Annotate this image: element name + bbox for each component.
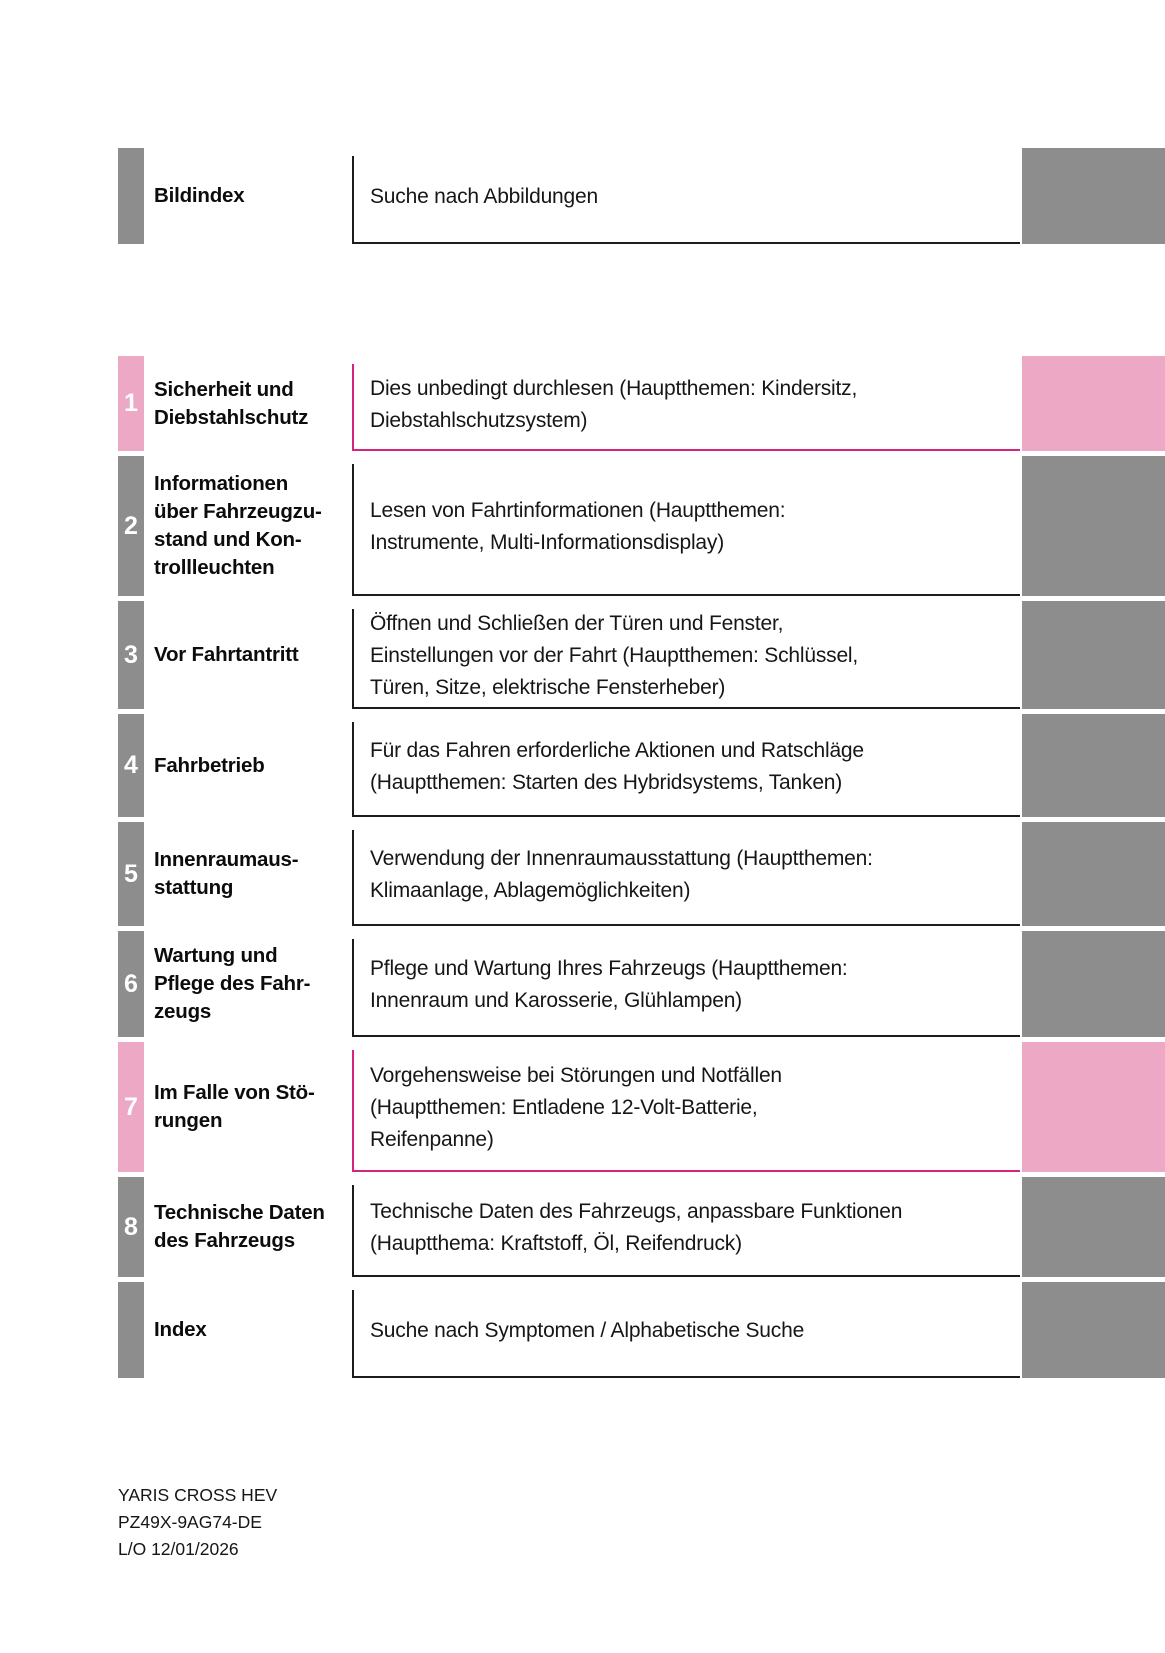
section-title: Sicherheit und Diebstahlschutz: [154, 377, 309, 429]
section-description-column: Verwendung der Innenraumausstattung (Hau…: [352, 822, 1020, 926]
section-edge-tab: [1022, 931, 1165, 1037]
section-edge-tab: [1022, 356, 1165, 451]
footer-model: YARIS CROSS HEV: [118, 1485, 278, 1505]
section-number: 7: [124, 1092, 138, 1121]
section-edge-tab: [1022, 1042, 1165, 1172]
section-title: Informationen über Fahrzeugzu- stand und…: [154, 472, 322, 579]
section-title: Wartung und Pflege des Fahr- zeugs: [154, 944, 311, 1023]
section-title: Index: [154, 1318, 207, 1341]
section-number-tab: 7: [118, 1042, 144, 1172]
section-number: 8: [124, 1212, 138, 1241]
toc-row-3: 3 Vor Fahrtantritt Öffnen und Schließen …: [118, 601, 1165, 709]
section-description: Verwendung der Innenraumausstattung (Hau…: [352, 830, 1020, 926]
section-number-tab: 8: [118, 1177, 144, 1277]
section-title: Vor Fahrtantritt: [154, 643, 299, 666]
section-number-tab: 1: [118, 356, 144, 451]
section-number: 5: [124, 859, 138, 888]
section-number-tab: 6: [118, 931, 144, 1037]
toc-row-bildindex: Bildindex Suche nach Abbildungen: [118, 148, 1165, 244]
section-description: Technische Daten des Fahrzeugs, anpassba…: [352, 1185, 1020, 1277]
section-edge-tab: [1022, 1177, 1165, 1277]
section-number: 4: [124, 751, 138, 779]
section-description: Suche nach Symptomen / Alphabetische Suc…: [352, 1290, 1020, 1378]
section-title: Im Falle von Stö- rungen: [154, 1081, 315, 1132]
toc-row-index: Index Suche nach Symptomen / Alphabetisc…: [118, 1282, 1165, 1378]
section-edge-tab: [1022, 714, 1165, 817]
section-number-tab: 2: [118, 456, 144, 596]
footer-layout-date: L/O 12/01/2026: [118, 1539, 239, 1559]
section-description-column: Suche nach Symptomen / Alphabetische Suc…: [352, 1282, 1020, 1378]
footer: YARIS CROSS HEV PZ49X-9AG74-DE L/O 12/01…: [118, 1482, 277, 1563]
toc-row-8: 8 Technische Daten des Fahrzeugs Technis…: [118, 1177, 1165, 1277]
toc-row-1: 1 Sicherheit und Diebstahlschutz Dies un…: [118, 356, 1165, 451]
section-description-column: Lesen von Fahrtinformationen (Haupttheme…: [352, 456, 1020, 596]
section-edge-tab: [1022, 148, 1165, 244]
section-description: Lesen von Fahrtinformationen (Haupttheme…: [352, 464, 1020, 596]
section-description-column: Vorgehensweise bei Störungen und Notfäll…: [352, 1042, 1020, 1172]
section-title: Fahrbetrieb: [154, 753, 265, 777]
section-edge-tab: [1022, 456, 1165, 596]
section-number-tab: 3: [118, 601, 144, 709]
section-description: Suche nach Abbildungen: [352, 156, 1020, 244]
section-number-tab: [118, 1282, 144, 1378]
section-number-tab: 4: [118, 714, 144, 817]
section-description: Öffnen und Schließen der Türen und Fenst…: [352, 609, 1020, 709]
toc-list: Bildindex Suche nach Abbildungen 1 Siche…: [118, 148, 1165, 1378]
section-description-column: Öffnen und Schließen der Türen und Fenst…: [352, 601, 1020, 709]
section-number: 1: [124, 389, 138, 417]
section-description-column: Pflege und Wartung Ihres Fahrzeugs (Haup…: [352, 931, 1020, 1037]
section-description: Für das Fahren erforderliche Aktionen un…: [352, 722, 1020, 817]
toc-row-7: 7 Im Falle von Stö- rungen Vorgehensweis…: [118, 1042, 1165, 1172]
section-edge-tab: [1022, 601, 1165, 709]
section-number: 2: [124, 511, 138, 540]
section-description-column: Suche nach Abbildungen: [352, 148, 1020, 244]
footer-part-number: PZ49X-9AG74-DE: [118, 1512, 262, 1532]
section-edge-tab: [1022, 1282, 1165, 1378]
toc-row-4: 4 Fahrbetrieb Für das Fahren erforderlic…: [118, 714, 1165, 817]
toc-row-6: 6 Wartung und Pflege des Fahr- zeugs Pfl…: [118, 931, 1165, 1037]
toc-row-2: 2 Informationen über Fahrzeugzu- stand u…: [118, 456, 1165, 596]
section-edge-tab: [1022, 822, 1165, 926]
section-title: Technische Daten des Fahrzeugs: [154, 1201, 325, 1252]
section-number-tab: [118, 148, 144, 244]
section-description-column: Technische Daten des Fahrzeugs, anpassba…: [352, 1177, 1020, 1277]
section-number: 3: [124, 640, 138, 669]
section-number: 6: [124, 969, 138, 998]
section-description: Pflege und Wartung Ihres Fahrzeugs (Haup…: [352, 939, 1020, 1037]
section-title: Innenraumaus- stattung: [154, 848, 299, 899]
section-description-column: Dies unbedingt durchlesen (Hauptthemen: …: [352, 356, 1020, 451]
section-title: Bildindex: [154, 184, 245, 207]
toc-row-5: 5 Innenraumaus- stattung Verwendung der …: [118, 822, 1165, 926]
section-description: Dies unbedingt durchlesen (Hauptthemen: …: [352, 364, 1020, 451]
section-description: Vorgehensweise bei Störungen und Notfäll…: [352, 1050, 1020, 1172]
section-description-column: Für das Fahren erforderliche Aktionen un…: [352, 714, 1020, 817]
section-number-tab: 5: [118, 822, 144, 926]
